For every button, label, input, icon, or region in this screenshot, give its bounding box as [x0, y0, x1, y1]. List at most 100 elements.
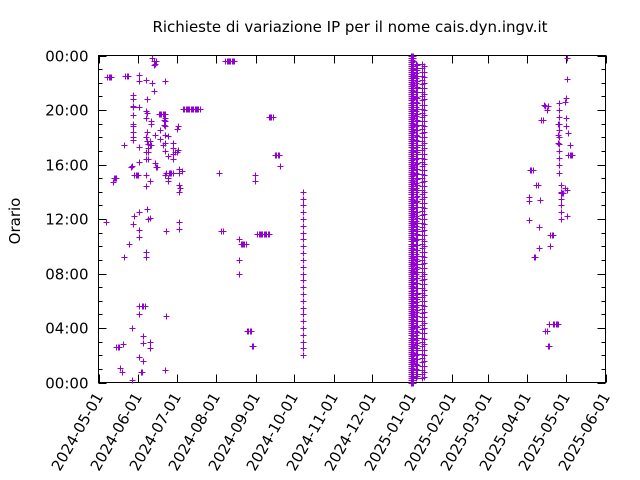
data-point [300, 257, 307, 264]
data-point [149, 80, 156, 87]
data-point [147, 215, 154, 222]
data-point [162, 132, 169, 139]
data-point [125, 73, 132, 80]
data-point [119, 369, 126, 376]
data-point [300, 291, 307, 298]
data-point [300, 250, 307, 257]
data-point [113, 175, 120, 182]
data-point [414, 242, 421, 249]
data-point [231, 58, 238, 65]
data-point [142, 303, 149, 310]
data-point [216, 170, 223, 177]
data-point [163, 228, 170, 235]
data-point [421, 200, 428, 207]
data-point [157, 136, 164, 143]
data-point [174, 126, 181, 133]
data-point [143, 134, 150, 141]
data-point [421, 271, 428, 278]
data-point [130, 129, 137, 136]
data-point [421, 151, 428, 158]
data-point [414, 324, 421, 331]
y-tick-label: 20:00 [45, 102, 88, 120]
data-point [414, 291, 421, 298]
data-point [136, 311, 143, 318]
data-point [300, 216, 307, 223]
data-point [421, 358, 428, 365]
data-point [421, 298, 428, 305]
data-point [564, 213, 571, 220]
data-point [162, 115, 169, 122]
data-point [130, 137, 137, 144]
data-point [130, 221, 137, 228]
data-point [421, 320, 428, 327]
data-point [136, 78, 143, 85]
data-point [421, 69, 428, 76]
data-point [300, 230, 307, 237]
data-point [569, 152, 576, 159]
data-point [421, 189, 428, 196]
data-point [556, 134, 563, 141]
data-point [300, 332, 307, 339]
data-point [165, 153, 172, 160]
data-point [176, 182, 183, 189]
data-point [135, 172, 142, 179]
data-point [252, 172, 259, 179]
data-point [162, 78, 169, 85]
data-point [170, 156, 177, 163]
data-point [300, 189, 307, 196]
data-point [163, 313, 170, 320]
data-point [300, 264, 307, 271]
data-point [300, 202, 307, 209]
data-point [556, 114, 563, 121]
data-point [421, 369, 428, 376]
data-point [565, 130, 572, 137]
data-point [414, 215, 421, 222]
data-point [129, 163, 136, 170]
data-point [300, 243, 307, 250]
data-point [136, 227, 143, 234]
data-point [117, 365, 124, 372]
data-point [136, 144, 143, 151]
data-point [562, 99, 569, 106]
data-point [550, 232, 557, 239]
data-point [300, 352, 307, 359]
data-point [300, 236, 307, 243]
data-point [145, 149, 152, 156]
data-point [558, 216, 565, 223]
data-point [176, 219, 183, 226]
data-point [555, 140, 562, 147]
data-point [564, 76, 571, 83]
data-point [414, 193, 421, 200]
data-point [421, 347, 428, 354]
data-point [162, 140, 169, 147]
data-point [147, 339, 154, 346]
data-point [300, 298, 307, 305]
data-point [120, 341, 127, 348]
data-point [558, 209, 565, 216]
data-point [130, 121, 137, 128]
data-point [541, 102, 548, 109]
data-point [130, 112, 137, 119]
data-point [556, 100, 563, 107]
data-point [128, 164, 135, 171]
data-point [143, 172, 150, 179]
data-point [563, 123, 570, 130]
data-point [413, 61, 420, 68]
data-point [140, 340, 147, 347]
data-point [421, 238, 428, 245]
data-point [544, 107, 551, 114]
data-point [421, 287, 428, 294]
data-point [421, 118, 428, 125]
data-point [545, 103, 552, 110]
data-point [153, 58, 160, 65]
data-point [556, 121, 563, 128]
data-point [144, 110, 151, 117]
data-point [547, 243, 554, 250]
data-point [143, 183, 150, 190]
data-point [170, 145, 177, 152]
data-point [300, 318, 307, 325]
data-point [546, 343, 553, 350]
data-point [136, 72, 143, 79]
data-point [136, 209, 143, 216]
data-point [300, 284, 307, 291]
